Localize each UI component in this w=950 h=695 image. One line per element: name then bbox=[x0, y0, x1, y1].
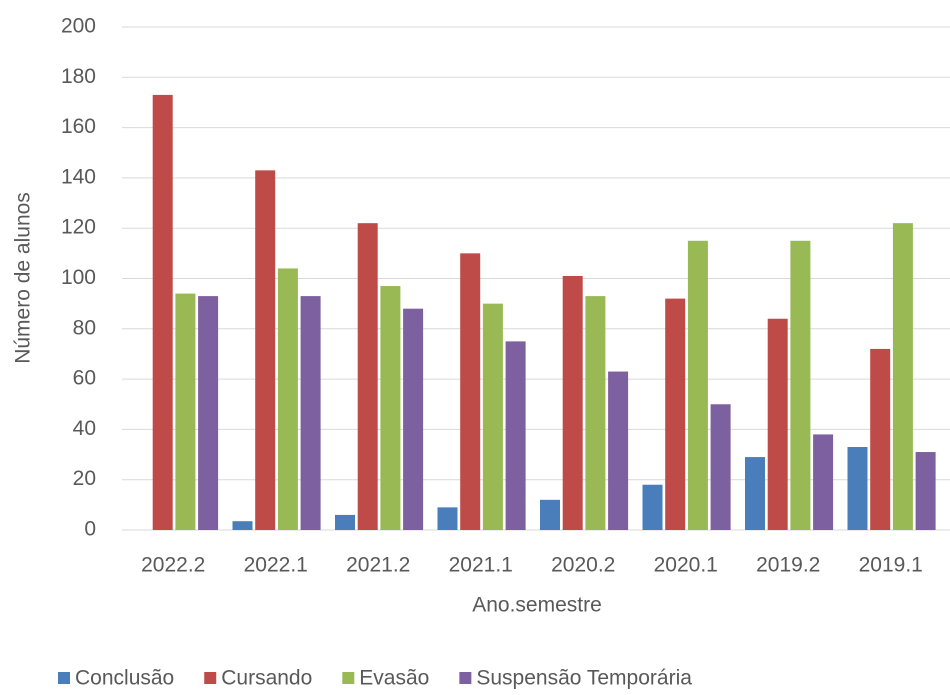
bar bbox=[175, 293, 196, 530]
y-tick-label: 140 bbox=[61, 165, 96, 188]
x-axis-title: Ano.semestre bbox=[472, 594, 602, 617]
x-tick-label: 2019.1 bbox=[859, 554, 923, 577]
y-tick-label: 100 bbox=[61, 266, 96, 289]
legend-label: Evasão bbox=[359, 667, 429, 690]
legend-swatch bbox=[204, 672, 217, 684]
bar bbox=[300, 296, 321, 530]
legend-swatch bbox=[459, 672, 472, 684]
bar bbox=[710, 404, 731, 530]
bar bbox=[813, 434, 834, 530]
y-tick-label: 0 bbox=[84, 518, 96, 541]
bar bbox=[482, 303, 503, 530]
x-tick-label: 2021.1 bbox=[449, 554, 513, 577]
y-tick-label: 180 bbox=[61, 65, 96, 88]
bar bbox=[380, 286, 401, 530]
bar bbox=[687, 240, 708, 530]
bar bbox=[255, 170, 276, 531]
x-tick-label: 2022.2 bbox=[141, 554, 205, 577]
bar bbox=[642, 484, 663, 530]
x-tick-label: 2019.2 bbox=[756, 554, 820, 577]
bar bbox=[198, 296, 219, 530]
x-tick-label: 2020.1 bbox=[654, 554, 718, 577]
bar bbox=[767, 318, 788, 530]
bar bbox=[335, 514, 355, 530]
bar bbox=[608, 371, 629, 530]
bar bbox=[437, 507, 458, 530]
bar bbox=[915, 452, 936, 530]
bar bbox=[460, 253, 481, 530]
y-tick-label: 200 bbox=[61, 15, 96, 38]
bar bbox=[403, 308, 424, 530]
legend-label: Suspensão Temporária bbox=[476, 667, 692, 690]
y-tick-label: 120 bbox=[61, 216, 96, 239]
bar bbox=[152, 94, 173, 530]
legend-label: Conclusão bbox=[75, 667, 174, 690]
legend-swatch bbox=[58, 672, 70, 684]
bar bbox=[665, 298, 686, 530]
bar bbox=[540, 499, 560, 530]
bar bbox=[232, 521, 253, 530]
y-tick-label: 60 bbox=[73, 367, 96, 390]
x-tick-label: 2020.2 bbox=[551, 554, 615, 577]
bar bbox=[892, 223, 913, 531]
y-axis-title: Número de alunos bbox=[12, 192, 35, 364]
legend-label: Cursando bbox=[221, 667, 312, 690]
y-tick-label: 80 bbox=[73, 316, 96, 339]
x-tick-label: 2021.2 bbox=[346, 554, 410, 577]
bar bbox=[790, 240, 811, 530]
bar bbox=[847, 447, 868, 530]
legend-swatch bbox=[342, 672, 355, 684]
bar bbox=[505, 341, 526, 530]
bar bbox=[277, 268, 298, 530]
bar bbox=[562, 275, 583, 530]
bar bbox=[870, 348, 891, 530]
y-tick-label: 40 bbox=[73, 417, 96, 440]
y-tick-label: 160 bbox=[61, 115, 96, 138]
bar bbox=[357, 223, 378, 531]
bar bbox=[585, 296, 606, 530]
y-tick-label: 20 bbox=[73, 467, 96, 490]
x-tick-label: 2022.1 bbox=[244, 554, 308, 577]
bar bbox=[745, 457, 765, 530]
